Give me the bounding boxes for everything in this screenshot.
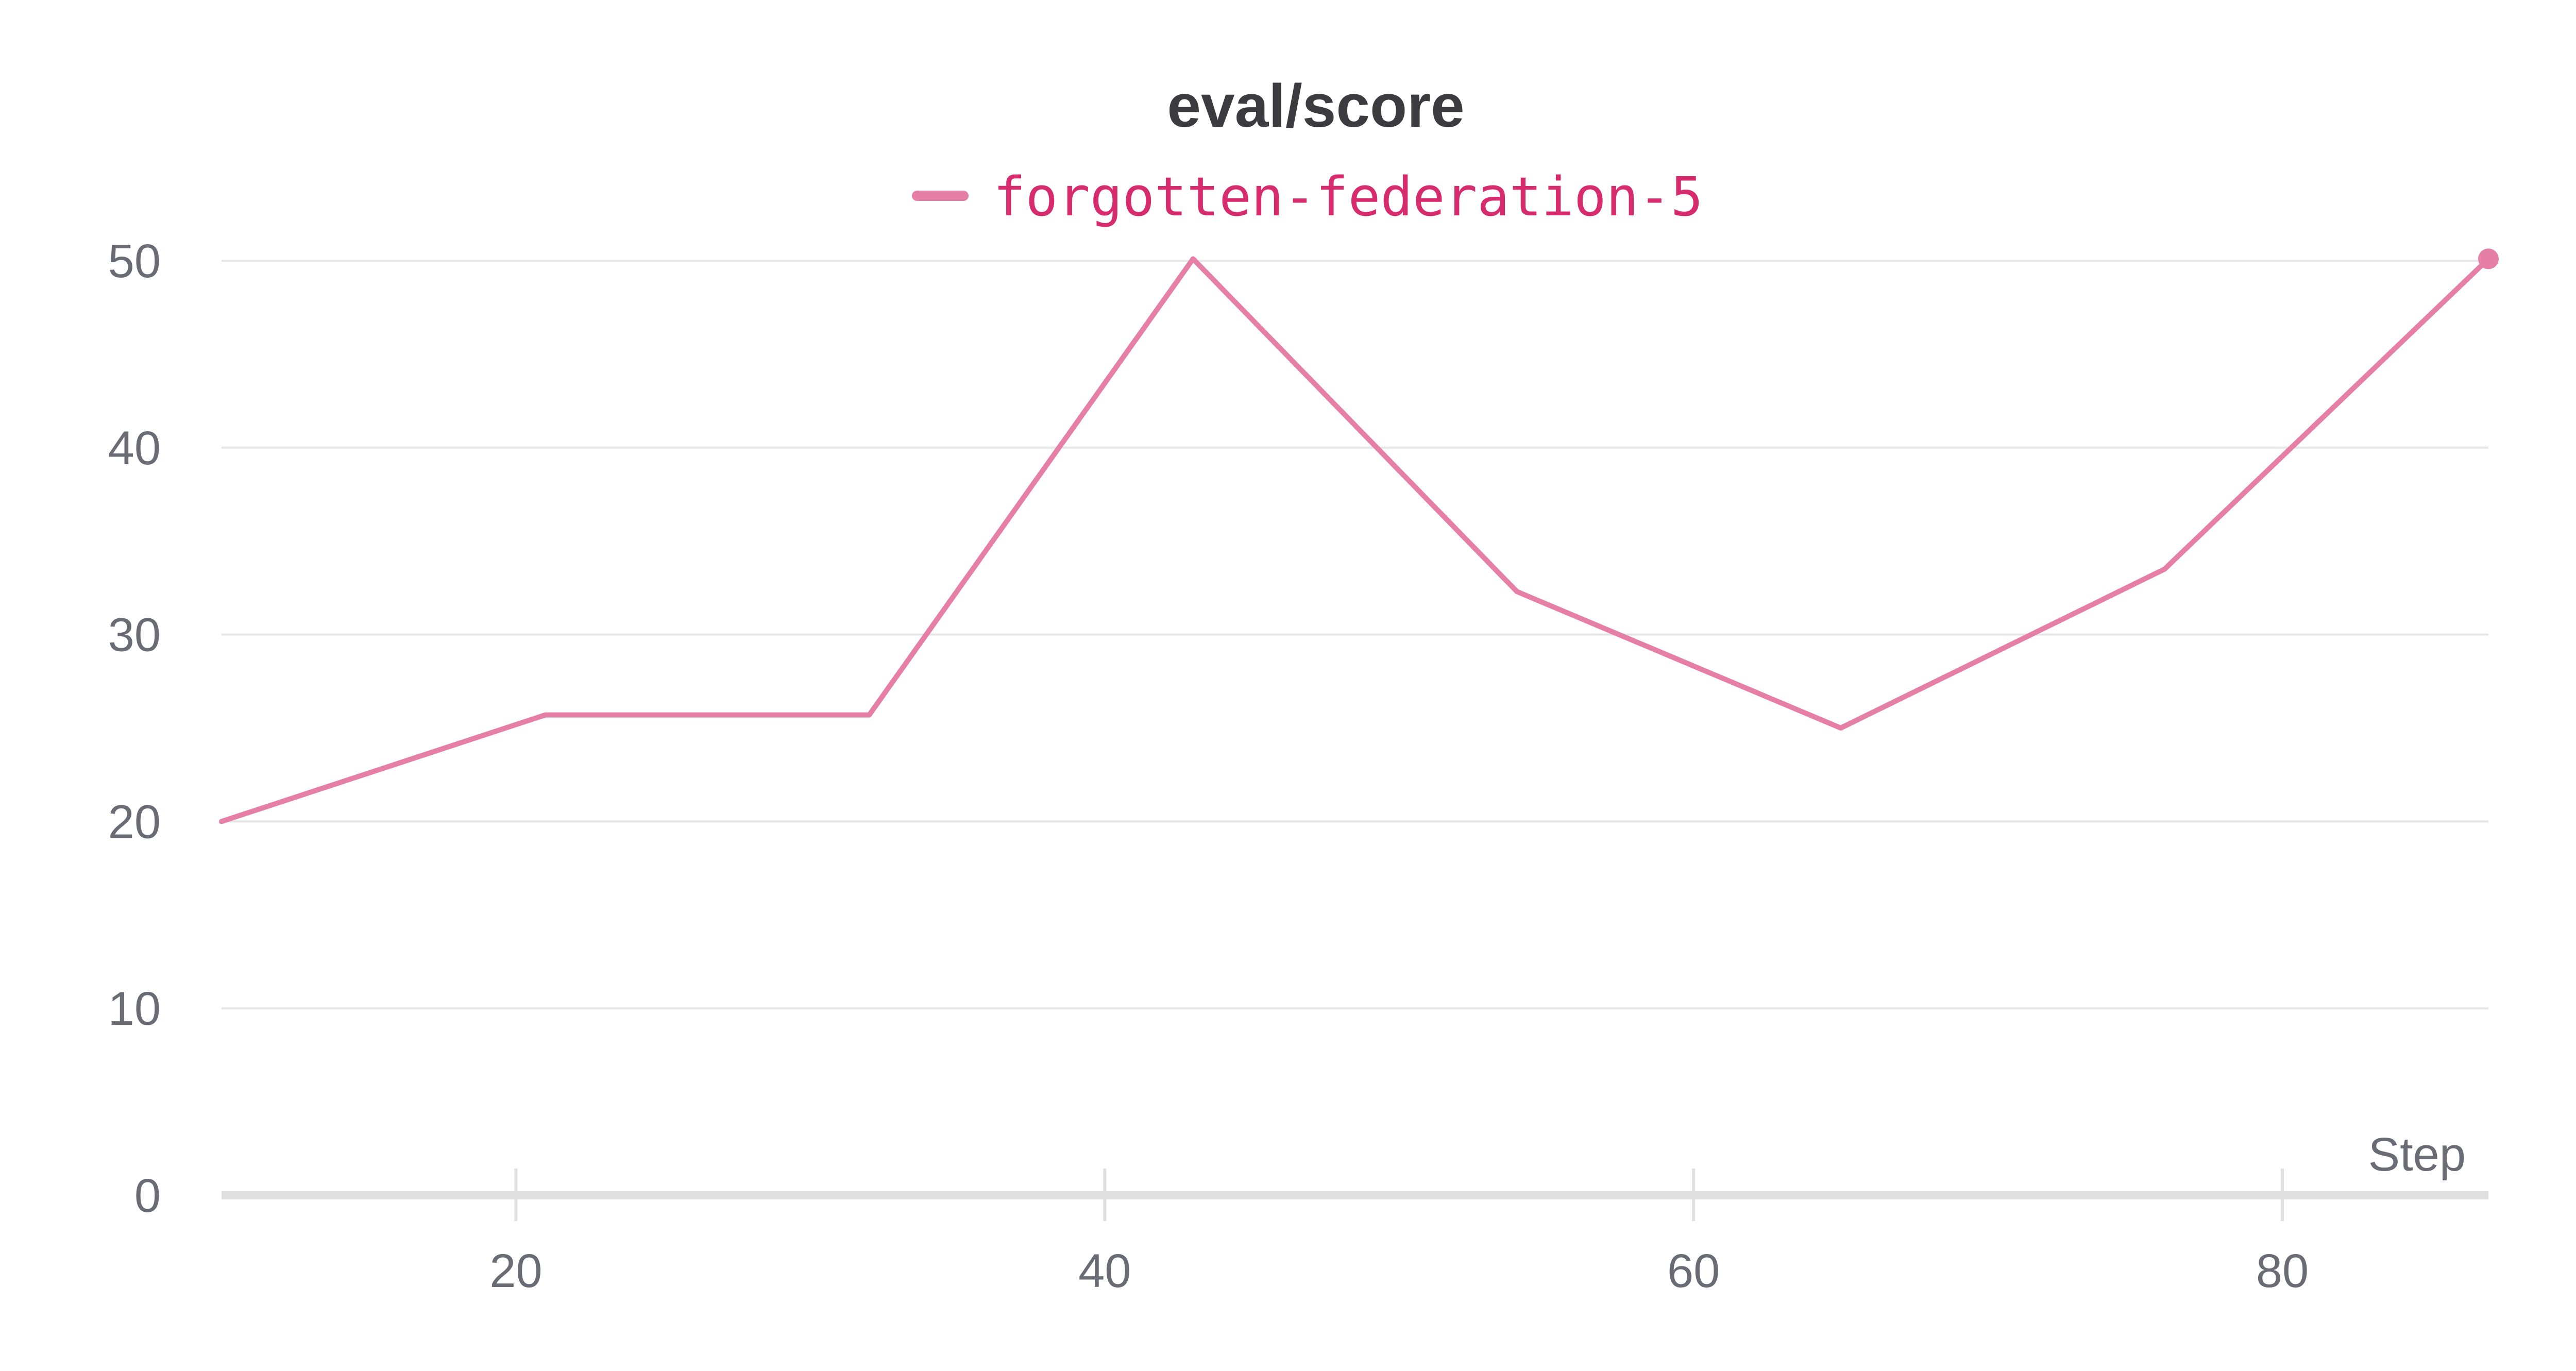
x-axis-label: Step xyxy=(2368,1128,2466,1181)
y-tick-label: 40 xyxy=(108,422,161,475)
y-tick-label: 30 xyxy=(108,609,161,662)
y-tick-label: 0 xyxy=(134,1170,161,1222)
x-axis-ticks: 20 40 60 80 xyxy=(489,1169,2309,1297)
x-tick-label: 80 xyxy=(2256,1245,2309,1297)
y-axis-ticks: 0 10 20 30 40 50 xyxy=(108,235,161,1222)
legend[interactable]: forgotten-federation-5 xyxy=(912,165,1703,228)
legend-swatch xyxy=(912,191,969,201)
series-line xyxy=(219,256,2491,824)
legend-label: forgotten-federation-5 xyxy=(993,165,1703,228)
x-tick-label: 40 xyxy=(1078,1245,1131,1297)
series-layer xyxy=(219,248,2499,824)
chart-title: eval/score xyxy=(1167,72,1464,140)
x-tick-label: 20 xyxy=(489,1245,542,1297)
grid-lines xyxy=(222,260,2488,1010)
series-end-point xyxy=(2478,248,2499,269)
x-tick-label: 60 xyxy=(1667,1245,1720,1297)
y-tick-label: 20 xyxy=(108,795,161,848)
y-tick-label: 50 xyxy=(108,235,161,287)
y-tick-label: 10 xyxy=(108,983,161,1035)
